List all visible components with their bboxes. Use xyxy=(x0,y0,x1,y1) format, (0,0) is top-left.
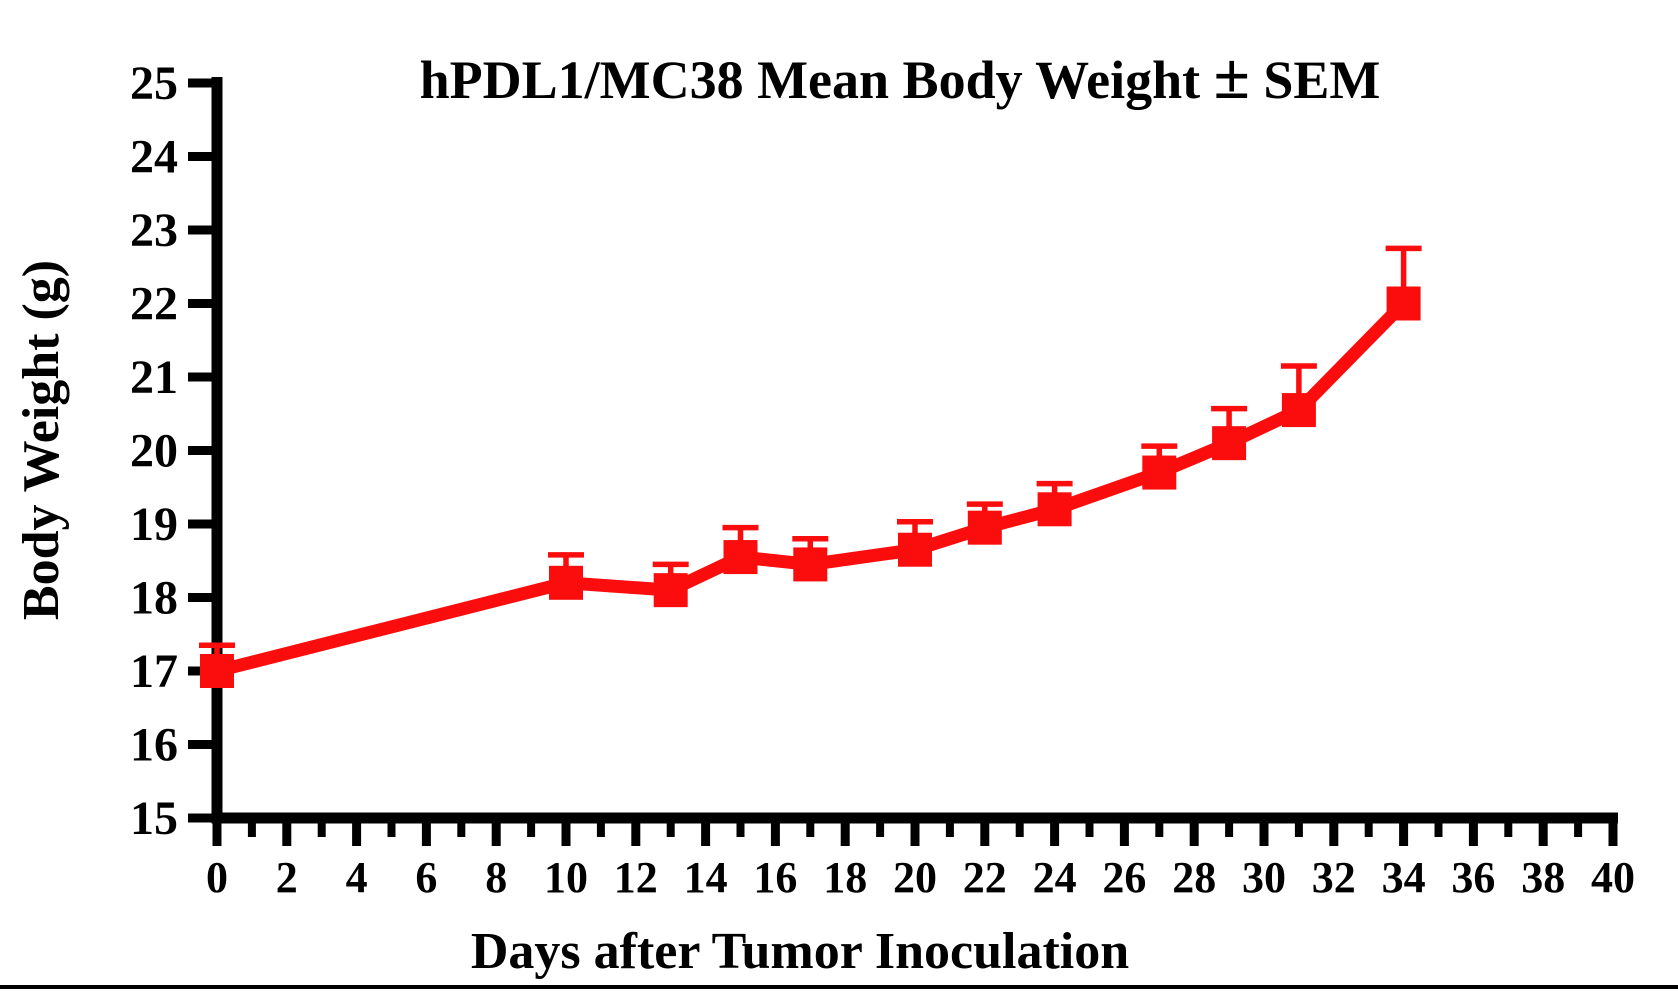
x-tick-label: 12 xyxy=(614,853,658,902)
data-point-marker xyxy=(723,540,758,575)
data-point-marker xyxy=(967,510,1002,545)
data-point-marker xyxy=(1281,393,1316,428)
x-tick-label: 2 xyxy=(276,853,298,902)
data-point-marker xyxy=(1142,455,1177,490)
y-tick-label: 17 xyxy=(130,645,178,698)
data-point-marker xyxy=(653,573,688,608)
x-tick-label: 0 xyxy=(206,853,228,902)
x-tick-label: 8 xyxy=(485,853,507,902)
data-point-marker xyxy=(200,654,234,688)
data-point-marker xyxy=(1037,492,1072,527)
data-point-marker xyxy=(1386,286,1421,321)
chart-title: hPDL1/MC38 Mean Body Weight ± SEM xyxy=(420,40,1381,113)
y-axis-title: Body Weight (g) xyxy=(13,260,70,620)
x-tick-label: 30 xyxy=(1242,853,1286,902)
y-tick-label: 16 xyxy=(130,719,178,772)
data-point-marker xyxy=(793,547,828,582)
y-tick-label: 15 xyxy=(130,792,178,845)
y-tick-label: 25 xyxy=(130,57,178,110)
x-tick-label: 28 xyxy=(1172,853,1216,902)
x-tick-label: 16 xyxy=(753,853,797,902)
y-tick-label: 18 xyxy=(130,572,178,625)
x-tick-label: 10 xyxy=(544,853,588,902)
x-tick-label: 6 xyxy=(415,853,437,902)
x-tick-label: 34 xyxy=(1382,853,1426,902)
series-mean-body-weight xyxy=(199,245,1422,688)
x-tick-label: 36 xyxy=(1451,853,1495,902)
data-point-marker xyxy=(898,532,932,567)
x-tick-label: 38 xyxy=(1521,853,1565,902)
y-tick-label: 20 xyxy=(130,425,178,478)
data-point-marker xyxy=(1212,426,1247,461)
series-line xyxy=(215,298,1409,678)
x-tick-label: 4 xyxy=(346,853,368,902)
y-tick-label: 24 xyxy=(130,131,178,184)
x-axis-title: Days after Tumor Inoculation xyxy=(471,923,1129,980)
x-tick-label: 14 xyxy=(684,853,728,902)
x-axis: 0 2 4 6 8 10 12 14 16 18 20 22 24 26 28 30 32 34 36 38 40 xyxy=(206,812,1635,902)
x-tick-label: 32 xyxy=(1312,853,1356,902)
x-tick-label: 22 xyxy=(963,853,1007,902)
x-tick-label: 20 xyxy=(893,853,937,902)
x-tick-label: 24 xyxy=(1033,853,1077,902)
y-tick-label: 19 xyxy=(130,498,178,551)
y-tick-label: 23 xyxy=(130,204,178,257)
data-point-marker xyxy=(549,565,583,600)
x-tick-label: 18 xyxy=(823,853,867,902)
y-tick-label: 22 xyxy=(130,278,178,331)
y-tick-label: 21 xyxy=(130,351,178,404)
y-axis: 15 16 17 18 19 20 21 22 23 24 25 xyxy=(130,57,223,845)
plus-minus-glyph: ± xyxy=(1214,40,1250,113)
x-tick-label: 26 xyxy=(1102,853,1146,902)
x-tick-label: 40 xyxy=(1591,853,1635,902)
